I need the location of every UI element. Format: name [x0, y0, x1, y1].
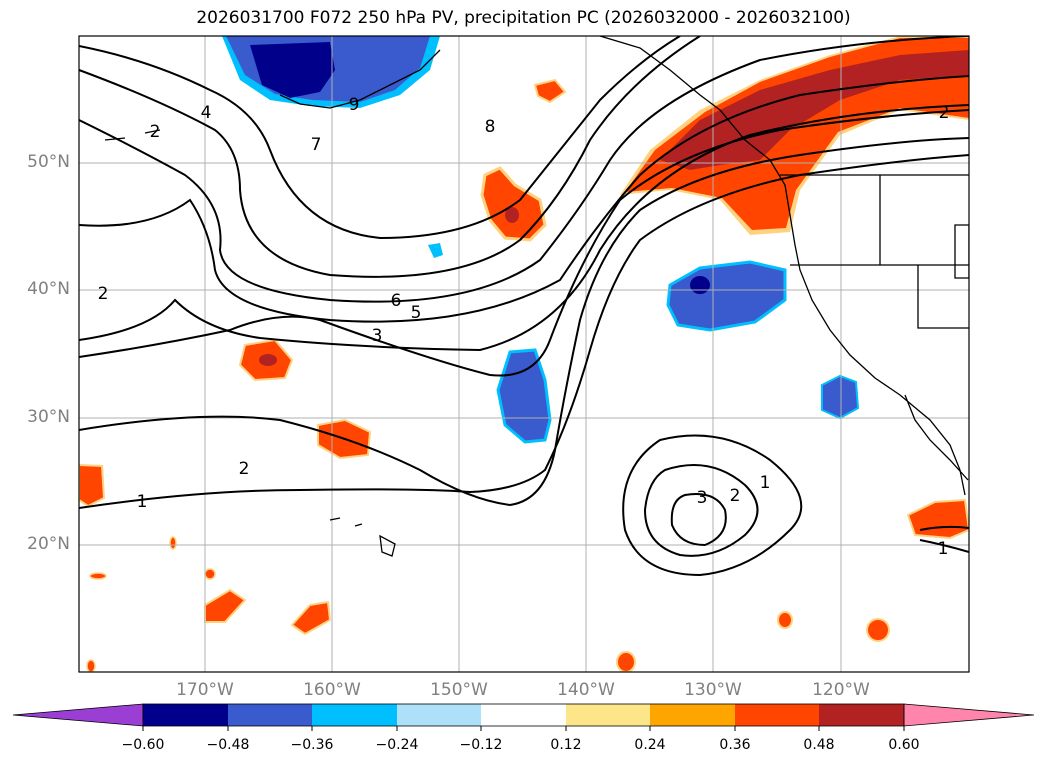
lon-label: 130°W	[684, 680, 742, 700]
lat-label: 30°N	[27, 407, 70, 427]
colorbar-tick-label: 0.24	[634, 737, 666, 753]
contour-label: 2	[939, 103, 950, 123]
contour-label: 2	[730, 486, 741, 506]
colorbar-swatch	[819, 704, 904, 726]
plot-frame	[78, 35, 970, 673]
map-title: 2026031700 F072 250 hPa PV, precipitatio…	[196, 8, 851, 28]
contour-label: 3	[697, 488, 708, 508]
contour-label: 3	[372, 326, 383, 346]
contour-label: 9	[349, 95, 360, 115]
contour-labels: 9 8 7 4 2 2 6 5 3 2 1 2 1 2 3 1	[98, 95, 950, 559]
colorbar-tick-label: −0.12	[459, 737, 503, 753]
gridlines	[79, 36, 969, 672]
colorbar-tick-label: 0.12	[550, 737, 582, 753]
coastlines	[104, 36, 969, 557]
colorbar-swatch	[650, 704, 735, 726]
contour-label: 8	[485, 117, 496, 137]
colorbar-swatch	[312, 704, 397, 726]
colorbar-tick-label: −0.24	[375, 737, 419, 753]
colorbar-tick-label: −0.60	[121, 737, 165, 753]
colorbar-tick-label: −0.48	[206, 737, 250, 753]
contour-label: 7	[311, 135, 322, 155]
lon-label: 140°W	[557, 680, 615, 700]
pv-contours	[79, 36, 969, 577]
contour-label: 1	[938, 539, 949, 559]
contour-label: 2	[150, 122, 161, 142]
contour-label: 6	[391, 291, 402, 311]
colorbar-swatch	[566, 704, 650, 726]
contour-label: 4	[201, 103, 212, 123]
contour-label: 1	[137, 492, 148, 512]
lat-label: 50°N	[27, 152, 70, 172]
colorbar-tick-label: −0.36	[290, 737, 334, 753]
colorbar	[12, 703, 1035, 731]
lon-label: 150°W	[430, 680, 488, 700]
contour-label: 2	[239, 459, 250, 479]
lat-label: 40°N	[27, 279, 70, 299]
lon-label: 120°W	[812, 680, 870, 700]
lon-label: 160°W	[303, 680, 361, 700]
contour-label: 5	[411, 303, 422, 323]
colorbar-swatch	[481, 704, 566, 726]
colorbar-extend-high	[903, 703, 1035, 727]
colorbar-tick-label: 0.60	[888, 737, 920, 753]
lat-label: 20°N	[27, 534, 70, 554]
colorbar-extend-low	[12, 703, 144, 727]
colorbar-swatch	[143, 704, 228, 726]
colorbar-swatch	[397, 704, 481, 726]
contour-label: 1	[760, 473, 771, 493]
colorbar-tick-label: 0.48	[803, 737, 835, 753]
lon-label: 170°W	[176, 680, 234, 700]
colorbar-swatch	[228, 704, 312, 726]
contour-label: 2	[98, 284, 109, 304]
colorbar-tick-label: 0.36	[719, 737, 751, 753]
colorbar-swatch	[735, 704, 819, 726]
